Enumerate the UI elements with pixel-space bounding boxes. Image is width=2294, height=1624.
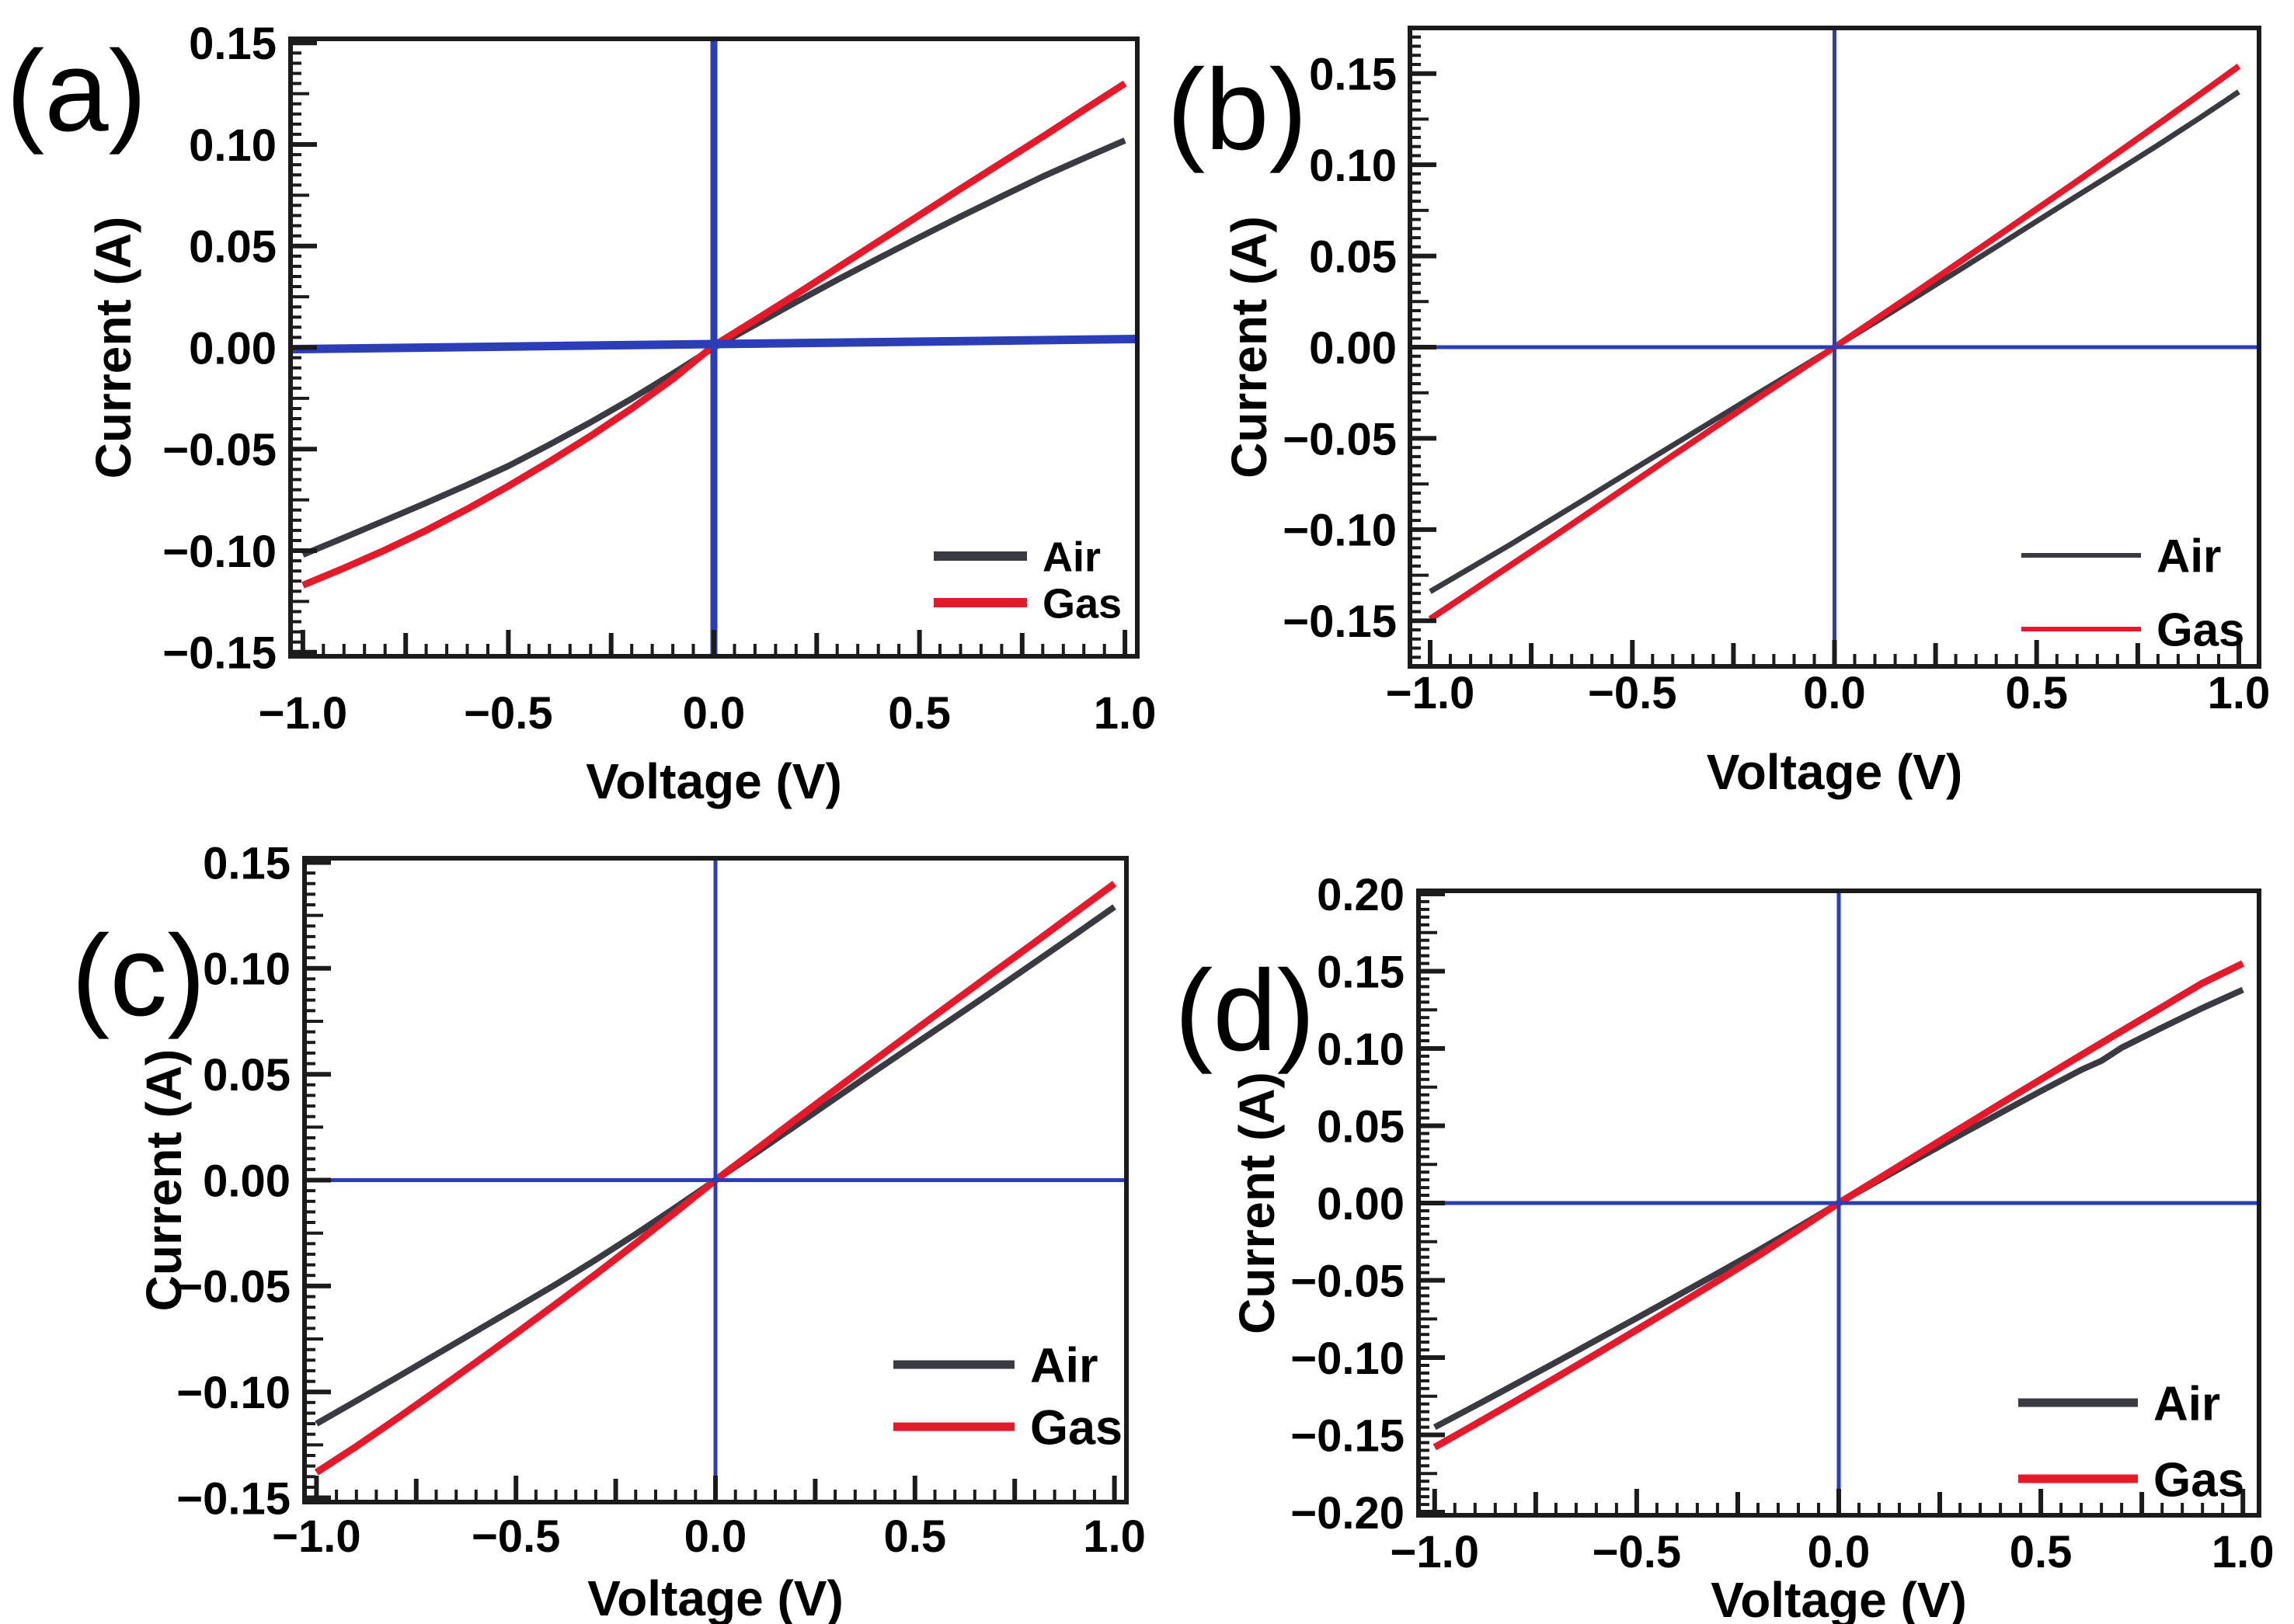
- y-tick-label-d: 0.00: [1317, 1179, 1405, 1229]
- x-tick-label-b: 0.0: [1803, 668, 1866, 718]
- ticks-d: [1419, 892, 2246, 1515]
- legend-air-label-a: Air: [1043, 534, 1101, 580]
- x-tick-label-a: 0.5: [888, 688, 951, 739]
- y-tick-label-d: 0.20: [1317, 870, 1405, 920]
- panel-label-a: (a): [6, 27, 147, 155]
- x-tick-label-b: 0.5: [2005, 668, 2068, 718]
- legend-gas-label-d: Gas: [2153, 1453, 2244, 1507]
- x-tick-label-b: 1.0: [2208, 668, 2271, 718]
- y-tick-label-d: −0.20: [1290, 1488, 1405, 1539]
- y-tick-label-a: 0.15: [189, 19, 277, 69]
- panel-label-b: (b): [1167, 46, 1307, 174]
- legend-b: Air Gas: [2021, 530, 2244, 656]
- y-tick-label-a: −0.15: [162, 628, 277, 679]
- y-tick-label-d: −0.10: [1290, 1334, 1405, 1384]
- legend-d: Air Gas: [2018, 1377, 2244, 1507]
- x-tick-label-b: −1.0: [1386, 668, 1475, 718]
- panel-a: −1.0 −0.5 0.0 0.5 1.0 0.15 0.10 0.05 0.00 −0.05 −0…: [6, 19, 1156, 809]
- x-axis-title-b: Voltage (V): [1707, 744, 1963, 800]
- panel-c: −1.0 −0.5 0.0 0.5 1.0 0.15 0.10 0.05 0.00 −0.05 −0…: [71, 838, 1146, 1624]
- y-tick-label-a: −0.10: [162, 527, 277, 577]
- ticks-a: [291, 40, 1128, 656]
- y-tick-label-c: −0.05: [176, 1262, 291, 1313]
- x-tick-label-d: −0.5: [1593, 1527, 1682, 1577]
- y-axis-title-a: Current (A): [85, 217, 141, 479]
- legend-air-label-b: Air: [2156, 530, 2221, 582]
- x-axis-title-a: Voltage (V): [586, 753, 842, 809]
- y-tick-label-c: 0.10: [203, 944, 291, 995]
- x-axis-title-d: Voltage (V): [1711, 1572, 1967, 1624]
- x-tick-label-c: −1.0: [272, 1511, 361, 1562]
- y-axis-title-b: Current (A): [1221, 216, 1277, 478]
- x-tick-label-c: −0.5: [472, 1511, 561, 1562]
- y-tick-label-b: −0.05: [1283, 414, 1397, 464]
- y-tick-label-b: −0.15: [1283, 596, 1397, 647]
- x-tick-label-a: −0.5: [464, 688, 553, 739]
- y-tick-label-b: 0.00: [1309, 323, 1397, 374]
- y-tick-label-c: 0.00: [203, 1156, 291, 1206]
- y-tick-label-c: −0.10: [176, 1368, 291, 1418]
- ticks-b: [1410, 35, 2241, 666]
- y-tick-label-b: 0.10: [1309, 141, 1397, 191]
- ticks-c: [305, 860, 1117, 1502]
- y-tick-label-a: 0.05: [189, 222, 277, 273]
- y-tick-label-c: −0.15: [176, 1473, 291, 1524]
- legend-c: Air Gas: [893, 1339, 1123, 1455]
- legend-gas-label-a: Gas: [1043, 580, 1122, 627]
- legend-gas-label-b: Gas: [2156, 604, 2244, 656]
- y-tick-label-d: −0.05: [1290, 1256, 1405, 1306]
- legend-gas-label-c: Gas: [1030, 1401, 1123, 1455]
- x-tick-label-a: 0.0: [683, 688, 746, 739]
- y-tick-label-d: 0.15: [1317, 947, 1405, 997]
- y-tick-label-d: 0.10: [1317, 1024, 1405, 1075]
- panel-b: −1.0 −0.5 0.0 0.5 1.0 0.15 0.10 0.05 0.00 −0.05 −0…: [1167, 26, 2271, 800]
- y-tick-label-a: 0.00: [189, 323, 277, 374]
- legend-air-label-d: Air: [2153, 1377, 2220, 1431]
- x-tick-label-c: 1.0: [1083, 1511, 1146, 1562]
- x-tick-label-b: −0.5: [1588, 668, 1677, 718]
- x-tick-label-d: 1.0: [2212, 1527, 2275, 1577]
- x-tick-label-c: 0.5: [883, 1511, 946, 1562]
- legend-air-label-c: Air: [1030, 1339, 1098, 1393]
- y-tick-label-a: −0.05: [162, 425, 277, 475]
- x-tick-label-d: −1.0: [1391, 1527, 1480, 1577]
- y-tick-label-c: 0.05: [203, 1050, 291, 1101]
- y-axis-title-d: Current (A): [1229, 1072, 1285, 1334]
- y-tick-label-c: 0.15: [203, 838, 291, 889]
- x-tick-label-a: 1.0: [1094, 688, 1157, 739]
- panel-label-d: (d): [1175, 947, 1315, 1075]
- panel-label-c: (c): [71, 912, 206, 1040]
- y-tick-label-d: 0.05: [1317, 1101, 1405, 1152]
- y-tick-label-b: 0.05: [1309, 232, 1397, 283]
- x-axis-title-c: Voltage (V): [587, 1570, 844, 1624]
- y-tick-label-d: −0.15: [1290, 1410, 1405, 1461]
- x-tick-label-a: −1.0: [259, 688, 348, 739]
- x-tick-label-d: 0.5: [2010, 1527, 2073, 1577]
- x-tick-label-d: 0.0: [1808, 1527, 1871, 1577]
- panel-d: −1.0 −0.5 0.0 0.5 1.0 0.20 0.15 0.10 0.05 0.00 −0.…: [1175, 870, 2275, 1624]
- y-axis-title-c: Current (A): [136, 1049, 192, 1312]
- y-tick-label-a: 0.10: [189, 120, 277, 171]
- x-tick-label-c: 0.0: [684, 1511, 747, 1562]
- y-tick-label-b: 0.15: [1309, 50, 1397, 100]
- y-tick-label-b: −0.10: [1283, 506, 1397, 556]
